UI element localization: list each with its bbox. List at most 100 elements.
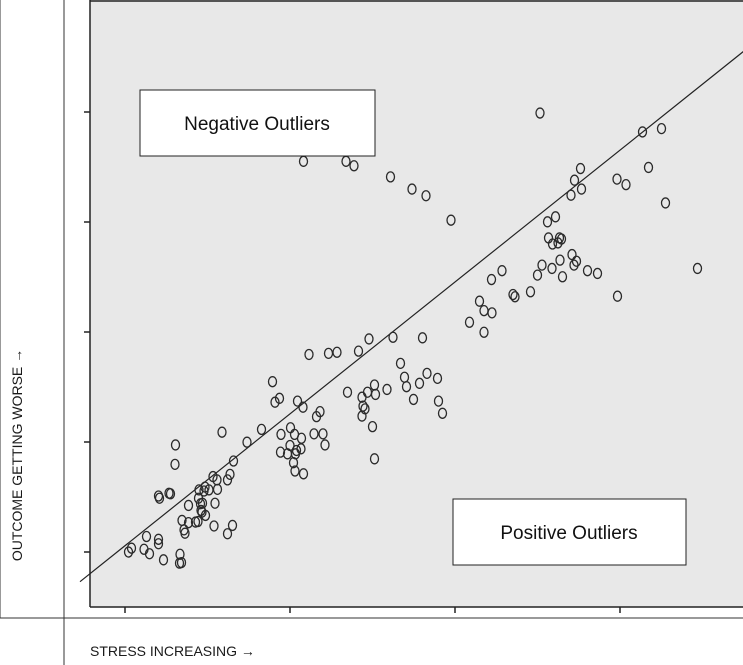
- y-axis-ticks: [84, 111, 90, 553]
- data-point: [153, 538, 164, 550]
- data-point: [407, 183, 417, 195]
- data-point: [656, 122, 667, 135]
- data-point: [364, 333, 374, 345]
- data-point: [176, 556, 187, 569]
- data-point: [660, 197, 671, 209]
- data-point: [285, 439, 295, 452]
- data-point: [367, 420, 378, 433]
- data-point: [643, 161, 654, 174]
- data-point: [123, 546, 134, 558]
- positive-outliers-label: Positive Outliers: [500, 523, 637, 544]
- data-point: [276, 428, 286, 441]
- data-point: [395, 357, 406, 370]
- data-point: [637, 126, 648, 138]
- data-point: [569, 259, 579, 271]
- data-point: [298, 401, 308, 413]
- data-point: [408, 393, 419, 406]
- data-point: [349, 160, 359, 172]
- data-point: [183, 499, 194, 512]
- data-point: [554, 232, 565, 244]
- data-point: [421, 190, 431, 202]
- data-point: [497, 265, 507, 277]
- data-point: [298, 468, 309, 480]
- negative-outliers-box: Negative Outliers: [139, 89, 376, 157]
- data-point: [210, 497, 220, 509]
- data-point: [144, 548, 155, 560]
- data-point: [612, 290, 623, 302]
- data-point: [446, 214, 456, 226]
- data-point: [170, 458, 180, 471]
- data-point: [193, 492, 204, 504]
- data-points: [123, 107, 703, 569]
- data-point: [209, 520, 219, 532]
- data-point: [510, 291, 520, 303]
- data-point: [422, 367, 432, 379]
- data-point: [183, 516, 194, 529]
- data-point: [362, 386, 373, 398]
- data-point: [525, 286, 536, 298]
- data-point: [369, 379, 380, 391]
- data-point: [222, 528, 233, 540]
- data-point: [582, 265, 593, 277]
- positive-outliers-box: Positive Outliers: [452, 498, 687, 566]
- data-point: [225, 468, 235, 481]
- data-point: [267, 376, 278, 388]
- y-axis-title: OUTCOME GETTING WORSE →: [9, 349, 25, 561]
- data-point: [543, 232, 554, 244]
- data-point: [285, 422, 296, 434]
- data-point: [474, 295, 485, 307]
- data-point: [170, 439, 181, 451]
- data-point: [575, 162, 586, 175]
- data-point: [195, 498, 206, 510]
- data-point: [197, 506, 207, 518]
- data-point: [304, 348, 314, 361]
- data-point: [175, 548, 185, 560]
- data-point: [592, 267, 603, 280]
- x-axis-ticks: [124, 607, 621, 613]
- data-point: [414, 377, 425, 389]
- data-point: [126, 542, 137, 554]
- data-point: [309, 428, 319, 440]
- data-point: [212, 483, 223, 495]
- data-point: [274, 392, 285, 404]
- data-point: [479, 326, 489, 338]
- data-point: [417, 332, 428, 344]
- data-point: [217, 426, 227, 438]
- data-point: [275, 446, 286, 458]
- data-point: [566, 189, 576, 201]
- data-point: [432, 372, 443, 384]
- data-point: [369, 453, 380, 465]
- data-point: [332, 346, 342, 358]
- data-point: [569, 174, 580, 186]
- data-point: [464, 316, 475, 328]
- data-point: [385, 171, 396, 183]
- data-point: [535, 107, 545, 119]
- data-point: [228, 455, 239, 467]
- data-point: [158, 554, 169, 566]
- data-point: [320, 439, 330, 451]
- data-point: [486, 273, 497, 286]
- data-point: [292, 395, 303, 407]
- data-point: [571, 255, 582, 267]
- data-point: [342, 386, 353, 398]
- data-point: [360, 403, 370, 415]
- x-axis-title: STRESS INCREASING →: [90, 643, 255, 659]
- data-point: [621, 178, 631, 191]
- data-point: [290, 465, 300, 477]
- data-point: [141, 530, 152, 543]
- data-point: [555, 254, 565, 266]
- data-point: [154, 492, 165, 504]
- data-point: [153, 533, 164, 545]
- regression-line: [79, 51, 743, 583]
- data-point: [576, 183, 587, 195]
- data-point: [567, 248, 577, 261]
- data-point: [242, 436, 252, 448]
- data-point: [222, 474, 233, 486]
- data-point: [487, 307, 497, 319]
- data-point: [437, 407, 448, 419]
- data-point: [550, 211, 561, 223]
- data-point: [542, 216, 553, 228]
- data-point: [532, 269, 543, 281]
- data-point: [177, 514, 187, 527]
